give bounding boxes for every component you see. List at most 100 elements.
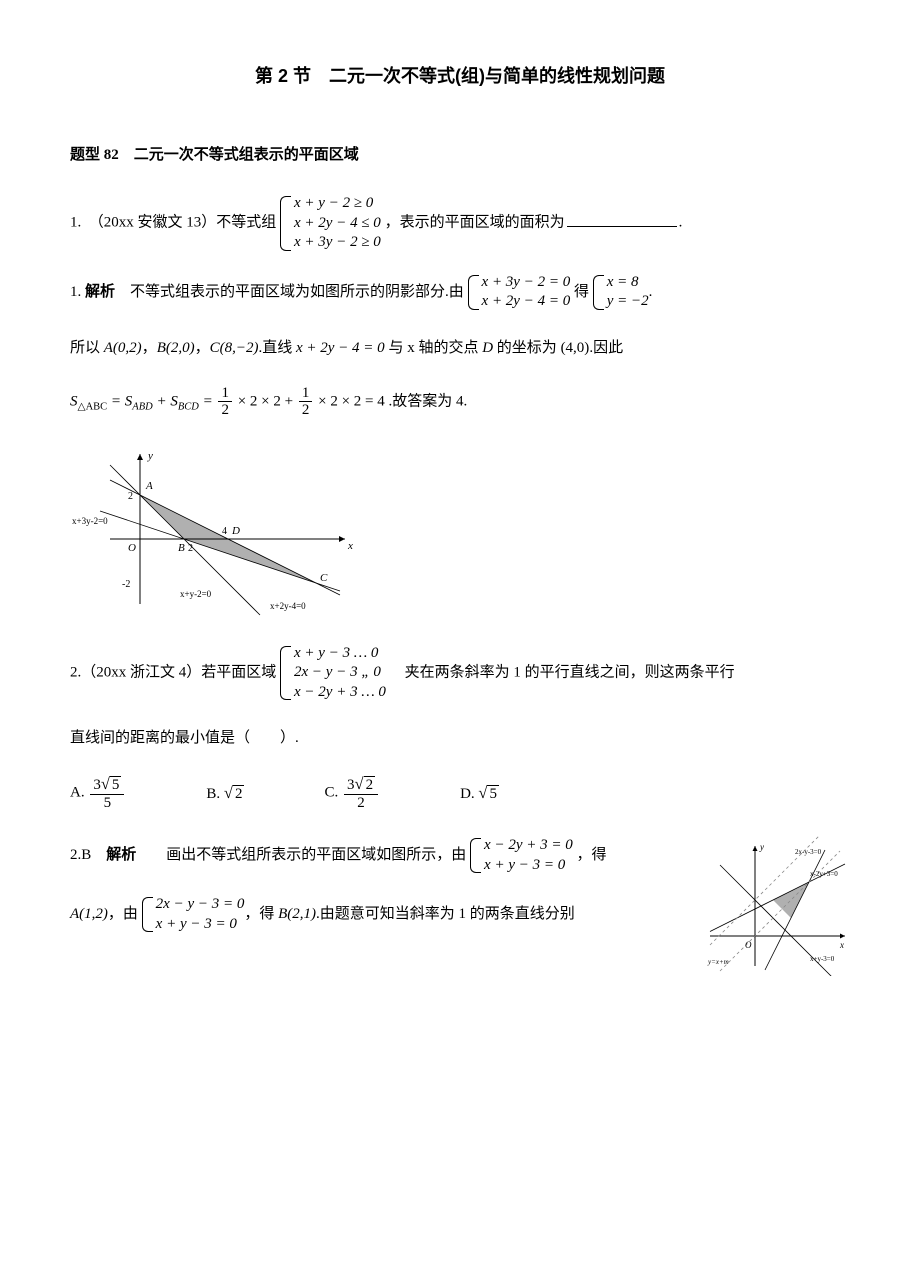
txt: ，由 xyxy=(108,906,138,922)
answer-1-p1: 1. 解析 不等式组表示的平面区域为如图所示的阴影部分.由 x + 3y − 2… xyxy=(70,273,850,312)
y-label: y xyxy=(759,842,764,852)
txt: .由题意可知当斜率为 1 的两条直线分别 xyxy=(316,906,575,922)
opt-label: A. xyxy=(70,785,85,801)
figure-2: y x O 2x-y-3=0 x-2y+3=0 x+y-3=0 y=x+m xyxy=(700,836,850,976)
sys-row: x + 3y − 2 = 0 xyxy=(482,274,571,290)
sys-row: x + y − 3 = 0 xyxy=(156,916,237,932)
opt-label: D. xyxy=(460,786,475,802)
option-C: C. 32 2 xyxy=(324,775,380,811)
a1-t1: 不等式组表示的平面区域为如图所示的阴影部分.由 xyxy=(115,284,464,300)
a1-end: . xyxy=(649,284,653,300)
question-1: 1. （20xx 安徽文 13）不等式组 x + y − 2 ≥ 0 x + 2… xyxy=(70,194,850,253)
txt: 与 x 轴的交点 xyxy=(385,340,483,356)
eq2: = xyxy=(203,393,217,409)
txt: 所以 xyxy=(70,340,104,356)
sys-row: 2x − y − 3 „ 0 xyxy=(294,664,381,680)
sys-row: x + y − 3 … 0 xyxy=(294,645,378,661)
A-pt: A(1,2) xyxy=(70,906,108,922)
mul2: × 2 × 2 = 4 xyxy=(318,393,385,409)
origin-label: O xyxy=(745,940,752,950)
D-coord: (4,0) xyxy=(561,340,590,356)
txt: 的坐标为 xyxy=(493,340,561,356)
tail: .故答案为 4. xyxy=(389,393,468,409)
fig1-svg: y x O A 2 B 2 4 D C -2 x+3y-2=0 x+y-2=0 … xyxy=(70,439,360,619)
S: S xyxy=(70,393,78,409)
frac-half: 12 xyxy=(218,385,232,419)
option-A: A. 35 5 xyxy=(70,775,126,811)
txt: ， xyxy=(142,340,157,356)
section-heading: 题型 82 二元一次不等式组表示的平面区域 xyxy=(70,142,850,169)
point-D: D xyxy=(482,340,493,356)
opt-C-frac: 32 2 xyxy=(344,775,378,811)
B-pt: B(2,1) xyxy=(278,906,316,922)
D-label: D xyxy=(231,525,240,537)
txt: .直线 xyxy=(258,340,296,356)
neg2-label: -2 xyxy=(122,579,130,590)
a2-t1: 画出不等式组所表示的平面区域如图所示，由 xyxy=(136,847,466,863)
A-label: A xyxy=(145,480,153,492)
l3-label: x+y-3=0 xyxy=(810,955,835,963)
mul1: × 2 × 2 + xyxy=(238,393,297,409)
l2-label: x-2y+3=0 xyxy=(810,870,838,878)
C-label: C xyxy=(320,572,328,584)
sys-row: x − 2y + 3 = 0 xyxy=(484,837,573,853)
option-D: D. 5 xyxy=(460,778,499,808)
l2-label: x+y-2=0 xyxy=(180,589,212,599)
page-title: 第 2 节 二元一次不等式(组)与简单的线性规划问题 xyxy=(70,60,850,92)
line-x2y4 xyxy=(110,480,340,595)
B-label: B xyxy=(178,542,185,554)
q2-suffix: 夹在两条斜率为 1 的平行直线之间，则这两条平行 xyxy=(390,665,735,681)
sys-row: 2x − y − 3 = 0 xyxy=(156,896,245,912)
den: 2 xyxy=(344,794,378,812)
q1-sys-row: x + 2y − 4 ≤ 0 xyxy=(294,215,381,231)
num: 1 xyxy=(299,385,313,402)
q1-system: x + y − 2 ≥ 0 x + 2y − 4 ≤ 0 x + 3y − 2 … xyxy=(280,194,381,253)
sub-abc: △ABC xyxy=(78,401,108,412)
analysis-label: 解析 xyxy=(85,284,115,300)
sys-row: x = 8 xyxy=(607,274,639,290)
a2-sys1: x − 2y + 3 = 0 x + y − 3 = 0 xyxy=(470,836,573,875)
line-x3y2 xyxy=(100,511,340,591)
sys-row: x − 2y + 3 … 0 xyxy=(294,684,386,700)
B2-label: 2 xyxy=(188,543,193,554)
l1-label: x+3y-2=0 xyxy=(72,516,108,526)
shaded-region-2 xyxy=(773,882,809,918)
a1-mid: 得 xyxy=(574,284,589,300)
num: 1 xyxy=(218,385,232,402)
den: 5 xyxy=(90,794,124,812)
a1-sys1: x + 3y − 2 = 0 x + 2y − 4 = 0 xyxy=(468,273,571,312)
frac-half2: 12 xyxy=(299,385,313,419)
q2-system: x + y − 3 … 0 2x − y − 3 „ 0 x − 2y + 3 … xyxy=(280,644,386,703)
y-label: y xyxy=(147,450,153,462)
plus: + S xyxy=(156,393,177,409)
opt-label: C. xyxy=(324,785,338,801)
q1-sys-row: x + y − 2 ≥ 0 xyxy=(294,195,373,211)
q2-prefix: 2.（20xx 浙江文 4）若平面区域 xyxy=(70,665,276,681)
fig2-svg: y x O 2x-y-3=0 x-2y+3=0 x+y-3=0 y=x+m xyxy=(700,836,850,976)
figure-1: y x O A 2 B 2 4 D C -2 x+3y-2=0 x+y-2=0 … xyxy=(70,439,850,619)
analysis-label: 解析 xyxy=(106,847,136,863)
opt-label: B. xyxy=(206,786,220,802)
num: 35 xyxy=(90,775,124,794)
opt-B-val: 2 xyxy=(224,778,245,808)
eq: = S xyxy=(111,393,132,409)
a2-label: 2.B xyxy=(70,847,106,863)
dash-line-2 xyxy=(720,851,840,971)
q1-prefix: 1. （20xx 安徽文 13）不等式组 xyxy=(70,215,276,231)
txt: ， xyxy=(195,340,210,356)
origin-label: O xyxy=(128,542,136,554)
txt: ，得 xyxy=(244,906,278,922)
sub-abd: ABD xyxy=(132,401,152,412)
options-row: A. 35 5 B. 2 C. 32 2 D. 5 xyxy=(70,775,850,811)
answer-1-area: S△ABC = SABD + SBCD = 12 × 2 × 2 + 12 × … xyxy=(70,385,850,419)
sys-row: x + 2y − 4 = 0 xyxy=(482,293,571,309)
opt-A-frac: 35 5 xyxy=(90,775,124,811)
sys-row: y = −2 xyxy=(607,293,649,309)
q1-suffix-a: ，表示的平面区域的面积为 xyxy=(385,215,565,231)
question-2: 2.（20xx 浙江文 4）若平面区域 x + y − 3 … 0 2x − y… xyxy=(70,644,850,703)
line-eq: x + 2y − 4 = 0 xyxy=(296,340,385,356)
den: 2 xyxy=(299,401,313,419)
l3-label: x+2y-4=0 xyxy=(270,601,306,611)
a1-sys2: x = 8 y = −2 xyxy=(593,273,649,312)
two-label: 2 xyxy=(128,491,133,502)
